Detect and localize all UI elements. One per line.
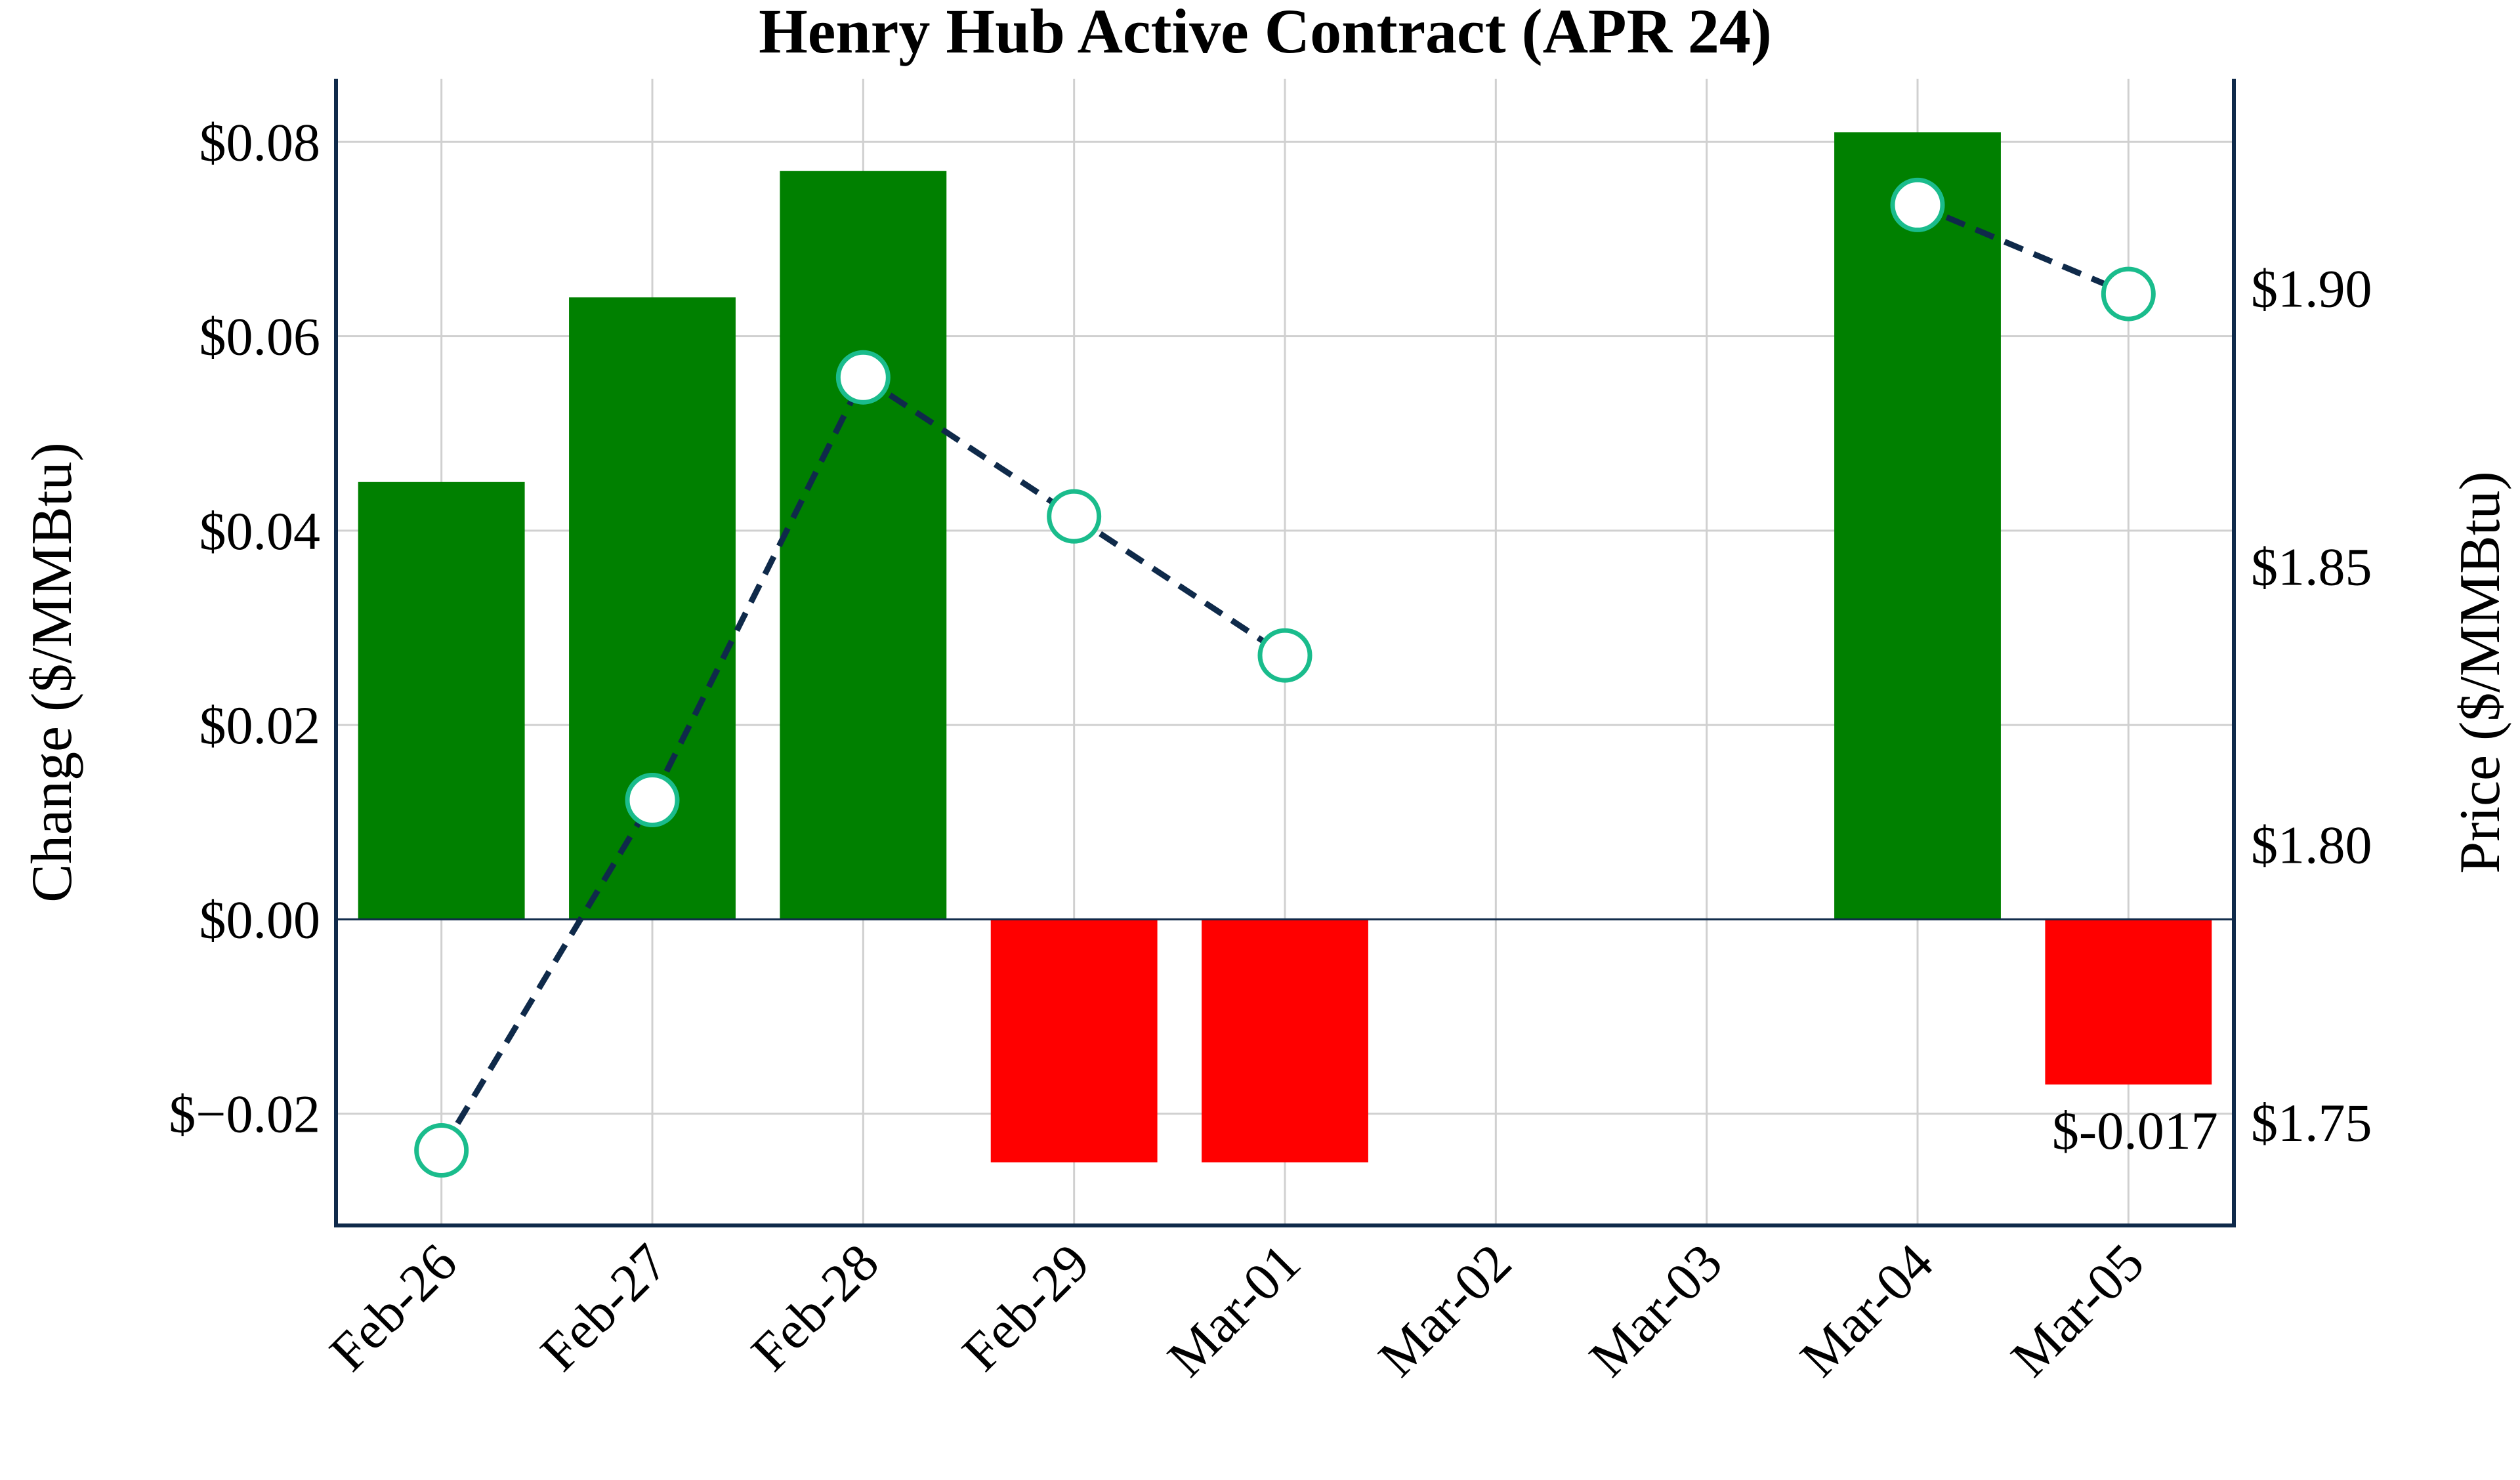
y-tick-label-left: $0.04 (200, 501, 321, 561)
bar-layer (358, 132, 2212, 1162)
x-tick-label: Mar-01 (1156, 1232, 1312, 1388)
y-tick-label-left: $0.00 (200, 890, 321, 949)
bar (990, 919, 1158, 1162)
annot-layer: $-0.017 (2052, 1101, 2218, 1161)
x-tick-label: Mar-02 (1367, 1232, 1522, 1388)
y-tick-label-right: $1.80 (2251, 815, 2372, 874)
bar-value-label: $-0.017 (2052, 1101, 2218, 1161)
price-point (1257, 628, 1312, 683)
x-tick-label: Mar-04 (1789, 1232, 1944, 1388)
bar (1202, 919, 1368, 1162)
x-tick-label: Mar-05 (2000, 1232, 2155, 1388)
x-tick-label: Feb-27 (529, 1232, 679, 1382)
x-tick-label: Feb-29 (951, 1232, 1101, 1382)
bar (2045, 919, 2212, 1085)
bar (1834, 132, 2001, 920)
x-tick-label: Feb-28 (740, 1232, 890, 1382)
y-tick-label-left: $−0.02 (169, 1084, 320, 1144)
price-point (1047, 489, 1102, 544)
y-tick-label-right: $1.75 (2251, 1093, 2372, 1153)
price-line (1916, 202, 2130, 297)
y-tick-label-right: $1.85 (2251, 537, 2372, 596)
y-axis-label-right: Price ($/MMBtu) (2448, 471, 2512, 874)
y-tick-label-right: $1.90 (2251, 259, 2372, 319)
price-point (1890, 177, 1945, 232)
bar (358, 482, 525, 920)
y-tick-label-left: $0.08 (200, 112, 321, 172)
y-axis-label-left: Change ($/MMBtu) (20, 442, 84, 903)
x-tick-label: Feb-26 (318, 1232, 469, 1382)
price-point (2101, 266, 2156, 321)
y-tick-label-left: $0.02 (200, 695, 321, 755)
price-point (414, 1123, 469, 1178)
bar (780, 171, 947, 920)
line-layer (438, 202, 2130, 1152)
chart-title: Henry Hub Active Contract (APR 24) (759, 0, 1772, 66)
y-tick-label-left: $0.06 (200, 307, 321, 367)
x-tick-label: Mar-03 (1578, 1232, 1733, 1388)
spine-layer (334, 79, 2236, 1227)
marker-layer (414, 177, 2156, 1178)
price-point (625, 772, 680, 827)
price-point (835, 350, 891, 405)
